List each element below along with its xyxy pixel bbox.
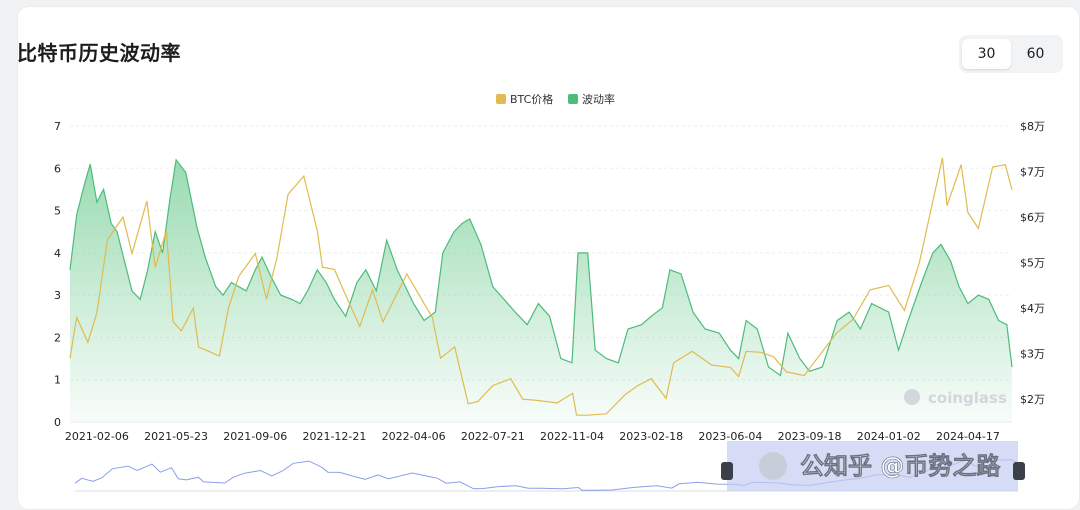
wechat-icon [759, 452, 787, 480]
y-right-tick-label: $7万 [1020, 166, 1045, 179]
y-left-tick-label: 4 [54, 247, 61, 260]
y-left-tick-label: 6 [54, 162, 61, 175]
x-tick-label: 2023-02-18 [619, 430, 683, 443]
x-tick-label: 2022-11-04 [540, 430, 604, 443]
volatility-series-line [69, 158, 1013, 377]
legend-label[interactable]: 波动率 [582, 92, 615, 106]
x-tick-label: 2023-06-04 [698, 430, 762, 443]
y-left-tick-label: 2 [54, 331, 61, 344]
y-left-tick-label: 3 [54, 289, 61, 302]
btc-price-series-line [69, 157, 1013, 416]
y-right-tick-label: $4万 [1020, 302, 1045, 315]
volatility-area [70, 159, 1012, 423]
x-tick-label: 2021-12-21 [302, 430, 366, 443]
x-tick-label: 2021-02-06 [65, 430, 129, 443]
legend-swatch[interactable] [568, 94, 578, 104]
x-tick-label: 2021-09-06 [223, 430, 287, 443]
y-left-tick-label: 1 [54, 374, 61, 387]
period-60-button[interactable]: 60 [1026, 46, 1045, 62]
y-right-tick-label: $5万 [1020, 257, 1045, 270]
legend-swatch[interactable] [496, 94, 506, 104]
page-title: 比特币历史波动率 [17, 41, 181, 65]
y-left-tick-label: 0 [54, 416, 61, 429]
x-tick-label: 2023-09-18 [778, 430, 842, 443]
period-toggle: 30 60 [959, 35, 1063, 73]
watermark: coinglass [928, 389, 1007, 407]
y-right-tick-label: $8万 [1020, 120, 1045, 133]
x-tick-label: 2022-04-06 [382, 430, 446, 443]
legend-label[interactable]: BTC价格 [510, 92, 553, 106]
x-tick-label: 2024-01-02 [857, 430, 921, 443]
y-left-tick-label: 5 [54, 205, 61, 218]
y-right-tick-label: $2万 [1020, 393, 1045, 406]
period-30-button[interactable]: 30 [962, 39, 1011, 69]
y-left-tick-label: 7 [54, 120, 61, 133]
navigator-right-handle[interactable] [1013, 462, 1025, 480]
y-right-tick-label: $6万 [1020, 211, 1045, 224]
navigator-left-handle[interactable] [721, 462, 733, 480]
coinglass-logo-icon [904, 389, 920, 405]
x-tick-label: 2024-04-17 [936, 430, 1000, 443]
x-tick-label: 2021-05-23 [144, 430, 208, 443]
x-tick-label: 2022-07-21 [461, 430, 525, 443]
y-right-tick-label: $3万 [1020, 348, 1045, 361]
overlay-watermark-text: 公知乎 @币势之路 [800, 452, 1001, 480]
